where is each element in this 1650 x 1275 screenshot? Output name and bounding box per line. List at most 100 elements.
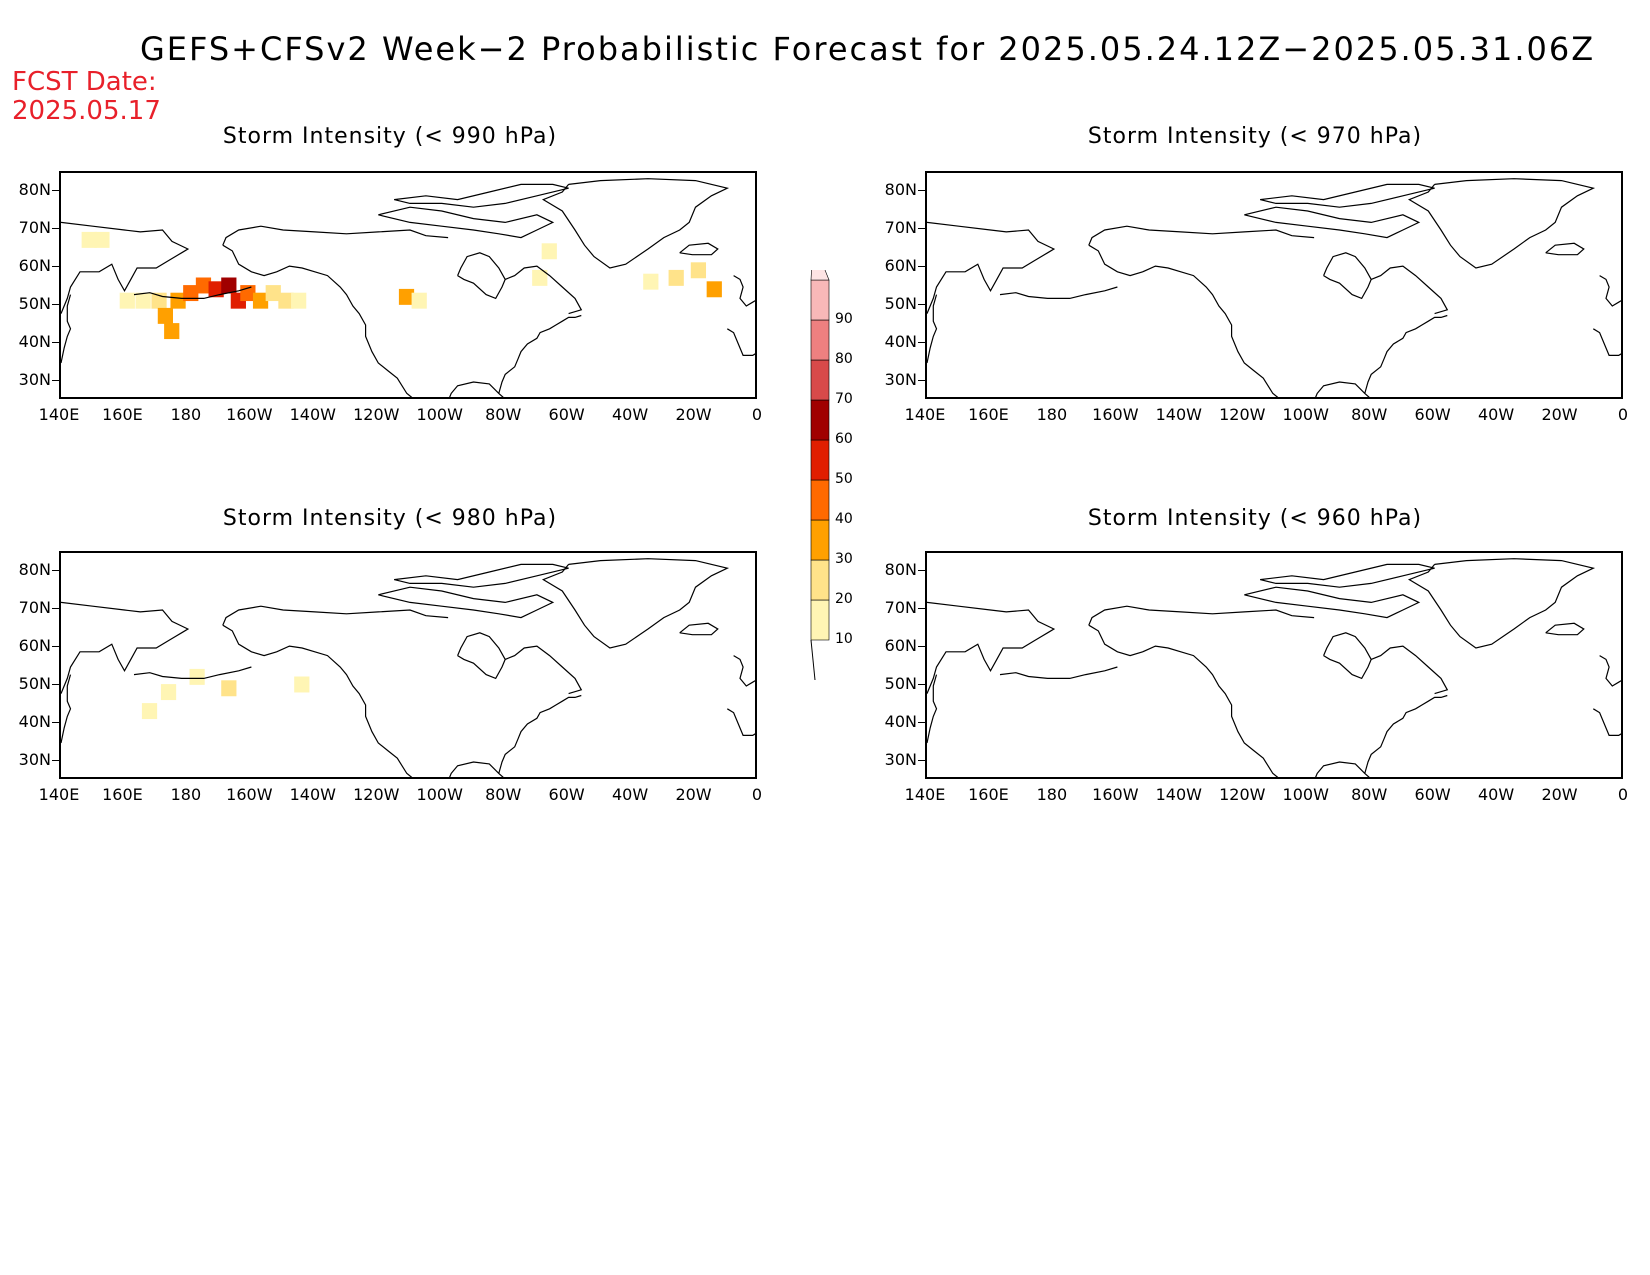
coastline bbox=[378, 586, 555, 619]
probability-cell bbox=[221, 277, 237, 294]
probability-cell bbox=[643, 273, 659, 290]
coastline bbox=[61, 601, 190, 694]
colorbar-segment bbox=[810, 559, 830, 601]
lat-label: 80N bbox=[884, 560, 917, 579]
lat-label: 30N bbox=[884, 370, 917, 389]
lat-label: 50N bbox=[884, 674, 917, 693]
coastline bbox=[733, 275, 755, 307]
lon-label: 120W bbox=[353, 405, 400, 424]
lat-tick bbox=[52, 570, 59, 571]
lat-tick bbox=[52, 190, 59, 191]
lat-label: 60N bbox=[884, 636, 917, 655]
probability-cell bbox=[157, 307, 173, 324]
coastline bbox=[498, 314, 582, 394]
lon-label: 60W bbox=[1414, 785, 1451, 804]
coastline bbox=[393, 183, 569, 208]
colorbar-label: 60 bbox=[835, 431, 853, 447]
probability-cell bbox=[141, 703, 158, 720]
lon-label: 40W bbox=[1477, 405, 1515, 424]
panel-title-970: Storm Intensity (< 970 hPa) bbox=[1087, 124, 1423, 149]
lon-label: 140W bbox=[289, 785, 336, 804]
lat-label: 40N bbox=[18, 712, 51, 731]
probability-cell bbox=[668, 269, 684, 286]
colorbar-segment bbox=[810, 599, 830, 641]
colorbar-segment bbox=[810, 399, 830, 441]
lon-label: 20W bbox=[1541, 405, 1578, 424]
lat-tick bbox=[918, 646, 925, 647]
colorbar-segment bbox=[810, 319, 830, 361]
coastline bbox=[457, 632, 506, 680]
colorbar-label: 70 bbox=[835, 391, 853, 407]
coastline bbox=[1088, 225, 1315, 246]
lat-label: 40N bbox=[884, 332, 917, 351]
lon-label: 160E bbox=[968, 785, 1009, 804]
probability-cell bbox=[252, 292, 269, 309]
lat-tick bbox=[52, 304, 59, 305]
lon-label: 20W bbox=[675, 405, 712, 424]
coastline bbox=[1088, 605, 1315, 626]
coastline bbox=[1364, 314, 1448, 394]
probability-cell bbox=[221, 680, 237, 697]
map-panel-980 bbox=[59, 551, 757, 779]
lon-label: 140E bbox=[904, 785, 946, 804]
map-panel-960 bbox=[925, 551, 1623, 779]
panel-title-960: Storm Intensity (< 960 hPa) bbox=[1087, 506, 1423, 531]
colorbar-segment bbox=[810, 439, 830, 481]
panel-title-980: Storm Intensity (< 980 hPa) bbox=[222, 506, 558, 531]
coastline bbox=[927, 601, 1056, 694]
coastline bbox=[1545, 622, 1585, 636]
probability-cell bbox=[291, 292, 307, 309]
coastline bbox=[498, 694, 582, 774]
lat-label: 50N bbox=[18, 294, 51, 313]
lat-tick bbox=[52, 646, 59, 647]
lon-label: 100W bbox=[1282, 785, 1329, 804]
probability-cell bbox=[541, 243, 557, 260]
lon-label: 140W bbox=[1155, 405, 1202, 424]
probability-cell bbox=[195, 277, 212, 294]
lat-label: 40N bbox=[884, 712, 917, 731]
coastline bbox=[1244, 206, 1421, 239]
lon-label: 180 bbox=[1036, 405, 1068, 424]
coastline bbox=[1244, 586, 1421, 619]
probability-cell bbox=[183, 285, 199, 302]
lat-label: 50N bbox=[18, 674, 51, 693]
coastline bbox=[61, 674, 72, 744]
lon-label: 0 bbox=[1617, 405, 1629, 424]
lat-tick bbox=[52, 684, 59, 685]
probability-cell bbox=[690, 262, 707, 279]
probability-cell bbox=[706, 281, 722, 298]
probability-cell bbox=[294, 676, 310, 693]
lon-label: 60W bbox=[548, 405, 585, 424]
coastline bbox=[1088, 244, 1279, 397]
coastline bbox=[457, 252, 506, 300]
lat-label: 50N bbox=[884, 294, 917, 313]
lat-tick bbox=[52, 380, 59, 381]
coastline bbox=[61, 294, 72, 364]
lon-label: 120W bbox=[353, 785, 400, 804]
lon-label: 60W bbox=[1414, 405, 1451, 424]
coastline bbox=[726, 708, 755, 736]
fcst-date-value: 2025.05.17 bbox=[12, 96, 161, 126]
coastline bbox=[541, 178, 730, 269]
probability-cell bbox=[135, 292, 151, 309]
coastline bbox=[927, 294, 938, 364]
lon-label: 120W bbox=[1219, 405, 1266, 424]
colorbar-segment bbox=[810, 279, 830, 321]
map-panel-990 bbox=[59, 171, 757, 399]
lat-label: 60N bbox=[18, 256, 51, 275]
coastline bbox=[1407, 558, 1596, 649]
probability-cell bbox=[81, 231, 97, 248]
colorbar-label: 10 bbox=[835, 631, 853, 647]
coastline bbox=[1370, 645, 1449, 695]
lat-label: 70N bbox=[884, 598, 917, 617]
coastline bbox=[1315, 381, 1370, 397]
lat-tick bbox=[918, 570, 925, 571]
lon-label: 140W bbox=[1155, 785, 1202, 804]
lon-label: 60W bbox=[548, 785, 585, 804]
lat-label: 70N bbox=[18, 598, 51, 617]
lon-label: 20W bbox=[1541, 785, 1578, 804]
lat-tick bbox=[918, 304, 925, 305]
coastline bbox=[222, 605, 449, 626]
probability-cell bbox=[160, 684, 177, 701]
coastline bbox=[133, 286, 252, 300]
